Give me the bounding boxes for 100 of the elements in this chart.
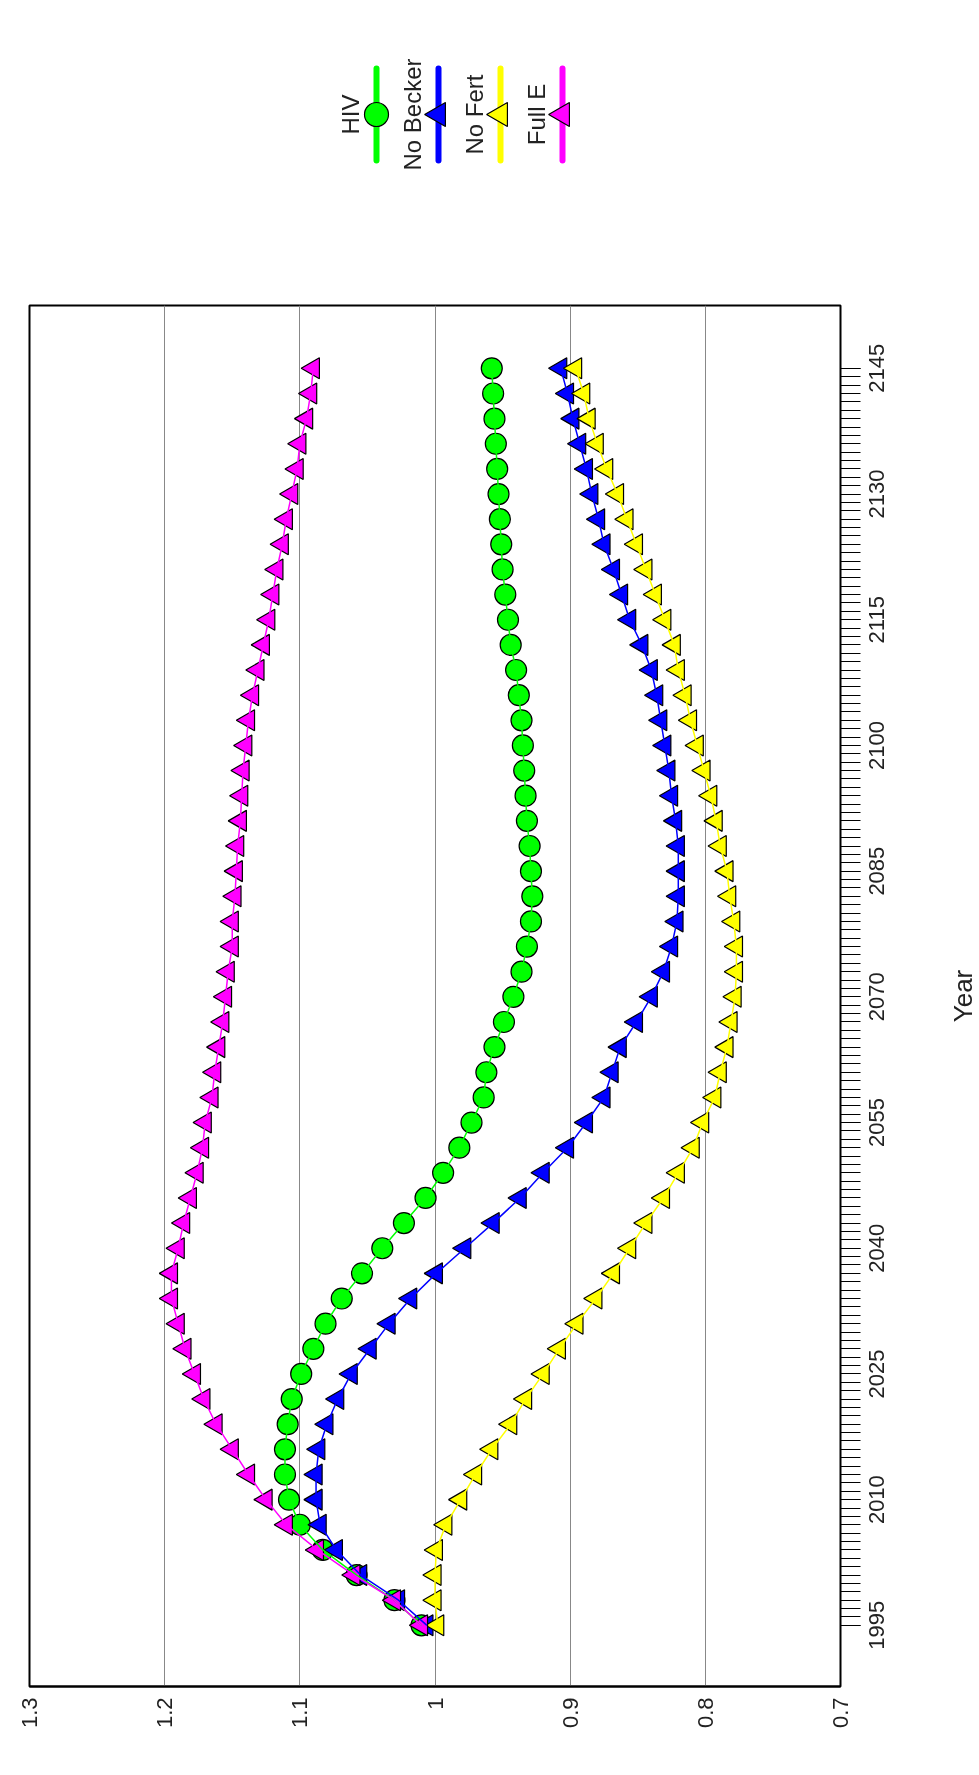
point (579, 482, 599, 506)
legend-label: No Fert (461, 74, 488, 155)
point (210, 1010, 230, 1034)
y-tick-label: 2100 (864, 720, 889, 770)
x-tick-label: 1.3 (17, 1697, 42, 1729)
point (215, 960, 235, 983)
point (219, 910, 239, 933)
point (273, 1513, 293, 1536)
x-tick-label: 1.1 (287, 1697, 313, 1729)
point (600, 558, 621, 581)
point (260, 583, 280, 606)
point (661, 633, 681, 656)
point (665, 658, 685, 682)
point (284, 457, 304, 481)
legend-label: HIV (337, 94, 364, 135)
y-tick-label: 2055 (864, 1098, 889, 1148)
point (680, 1136, 700, 1159)
y-tick-label: 2130 (864, 469, 889, 519)
y-tick-label: 2010 (864, 1475, 889, 1525)
point (607, 1036, 627, 1059)
point (184, 1161, 204, 1184)
point (181, 1362, 202, 1386)
point (664, 910, 684, 933)
point (303, 1488, 323, 1511)
point (303, 1463, 323, 1486)
point (177, 1186, 198, 1210)
x-tick-label: 0.7 (828, 1697, 853, 1729)
point (273, 508, 293, 531)
point (203, 1413, 223, 1436)
point (714, 860, 734, 883)
y-tick-label: 2040 (864, 1223, 889, 1273)
y-tick-label: 2025 (864, 1349, 889, 1399)
point (684, 734, 704, 757)
point (253, 1488, 273, 1511)
point (564, 1312, 584, 1335)
point (614, 508, 634, 531)
point (723, 935, 744, 958)
point (560, 407, 580, 430)
point (264, 558, 284, 581)
point (633, 1211, 653, 1235)
point (672, 684, 692, 707)
point (707, 1061, 727, 1084)
point (269, 533, 289, 556)
y-tick-label: 2145 (864, 343, 889, 393)
point (480, 1211, 500, 1235)
point (562, 357, 583, 380)
x-tick-label: 1.2 (152, 1697, 178, 1729)
point (338, 1362, 358, 1386)
point (573, 457, 594, 481)
point (300, 357, 321, 380)
point (584, 432, 604, 455)
point (314, 1413, 334, 1436)
y-tick-label: 2085 (864, 846, 889, 896)
point (703, 809, 723, 832)
point (591, 1086, 611, 1109)
point (323, 1538, 343, 1562)
point (623, 533, 644, 556)
point (250, 633, 270, 656)
point (422, 1563, 442, 1587)
point (530, 1161, 550, 1184)
point (165, 1312, 185, 1335)
point (224, 834, 245, 858)
point (376, 1312, 396, 1335)
legend-label: Full E (523, 83, 550, 146)
point (158, 1287, 179, 1310)
point (576, 407, 596, 430)
point (707, 834, 727, 858)
point (165, 1237, 185, 1260)
point (665, 834, 685, 858)
y-tick-label: 2115 (864, 596, 889, 644)
point (307, 1513, 327, 1536)
y-tick-label: 1995 (864, 1600, 889, 1650)
x-tick-label: 0.9 (557, 1697, 583, 1729)
point (227, 809, 248, 832)
point (219, 935, 239, 958)
point (665, 860, 685, 883)
point (702, 1086, 722, 1109)
point (192, 1111, 212, 1134)
point (718, 1010, 738, 1034)
point (222, 885, 242, 908)
point (199, 1086, 219, 1109)
point (591, 533, 611, 556)
point (422, 1589, 442, 1612)
point (530, 1362, 550, 1386)
point (638, 658, 658, 682)
point (691, 759, 711, 782)
point (714, 1036, 734, 1059)
point (633, 558, 653, 581)
y-tick-label: 2070 (864, 972, 889, 1022)
point (665, 885, 685, 908)
point (638, 985, 658, 1008)
point (230, 759, 250, 782)
point (172, 1337, 192, 1360)
point (656, 759, 676, 782)
y-axis-title: Year (947, 969, 978, 1023)
point (158, 1262, 179, 1285)
point (507, 1186, 527, 1210)
x-tick-label: 1 (422, 1697, 448, 1710)
point (677, 709, 698, 732)
point (583, 1287, 603, 1310)
